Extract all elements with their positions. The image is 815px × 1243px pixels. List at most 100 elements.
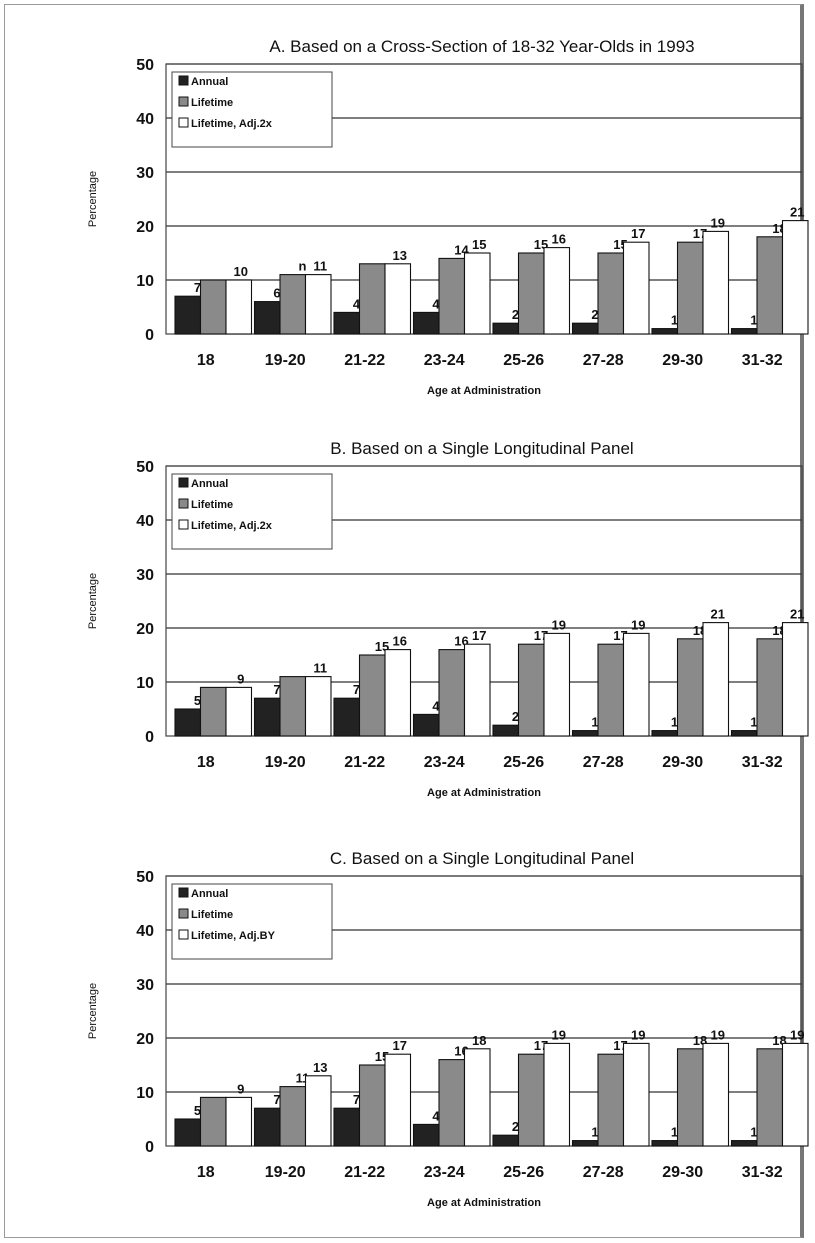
x-tick-label: 18 bbox=[197, 352, 215, 369]
chart-title: A. Based on a Cross-Section of 18-32 Yea… bbox=[269, 37, 694, 56]
x-tick-label: 29-30 bbox=[662, 352, 703, 369]
y-tick-label: 50 bbox=[136, 459, 154, 476]
bar-annual-27-28 bbox=[571, 730, 599, 737]
bar-annual-21-22 bbox=[333, 1107, 361, 1147]
bar-adjusted-18 bbox=[225, 686, 253, 737]
data-label-adjusted: 19 bbox=[711, 1027, 725, 1042]
bar-adjusted-19-20 bbox=[304, 676, 332, 737]
x-tick-label: 18 bbox=[197, 754, 215, 771]
y-tick-label: 30 bbox=[136, 165, 154, 182]
bar-adjusted-21-22 bbox=[384, 263, 412, 335]
bar-lifetime-31-32 bbox=[756, 1048, 784, 1147]
data-label-annual: 1 bbox=[750, 313, 757, 328]
data-label-annual: 7 bbox=[194, 280, 201, 295]
bar-adjusted-25-26 bbox=[543, 247, 571, 335]
bar-adjusted-25-26 bbox=[543, 1042, 571, 1147]
data-label-annual: 4 bbox=[432, 1108, 440, 1123]
data-label-adjusted: 19 bbox=[631, 1027, 645, 1042]
bar-lifetime-25-26 bbox=[517, 1053, 545, 1147]
x-tick-label: 29-30 bbox=[662, 1164, 703, 1181]
legend-swatch-lifetime bbox=[178, 498, 189, 509]
legend-label-lifetime: Lifetime bbox=[191, 97, 233, 109]
bar-annual-21-22 bbox=[333, 697, 361, 737]
legend-swatch-lifetime bbox=[178, 96, 189, 107]
bar-adjusted-27-28 bbox=[622, 632, 650, 737]
data-label-adjusted: 9 bbox=[237, 1081, 244, 1096]
data-label-adjusted: 16 bbox=[393, 634, 407, 649]
data-label-adjusted: 13 bbox=[393, 248, 407, 263]
data-label-annual: 7 bbox=[273, 682, 280, 697]
x-tick-label: 19-20 bbox=[265, 754, 306, 771]
chart-c: C. Based on a Single Longitudinal Panel 0… bbox=[87, 849, 809, 1209]
bar-adjusted-23-24 bbox=[463, 1048, 491, 1147]
y-axis-label: Percentage bbox=[87, 573, 99, 629]
y-tick-label: 20 bbox=[136, 1031, 154, 1048]
bar-adjusted-31-32 bbox=[781, 220, 809, 335]
bar-lifetime-21-22 bbox=[358, 263, 386, 335]
y-tick-label: 50 bbox=[136, 869, 154, 886]
data-label-annual: 6 bbox=[273, 286, 280, 301]
data-label-annual: 1 bbox=[671, 715, 678, 730]
bar-annual-31-32 bbox=[730, 1140, 758, 1147]
y-tick-label: 10 bbox=[136, 675, 154, 692]
legend: Annual Lifetime Lifetime, Adj.2x bbox=[171, 71, 333, 148]
bar-adjusted-31-32 bbox=[781, 622, 809, 737]
y-tick-label: 40 bbox=[136, 111, 154, 128]
legend: Annual Lifetime Lifetime, Adj.BY bbox=[171, 883, 333, 960]
y-tick-label: 50 bbox=[136, 57, 154, 74]
bar-lifetime-21-22 bbox=[358, 1064, 386, 1147]
data-label-adjusted: 19 bbox=[711, 215, 725, 230]
chart-b: B. Based on a Single Longitudinal Panel 0… bbox=[87, 439, 809, 799]
bar-lifetime-21-22 bbox=[358, 654, 386, 737]
data-label-adjusted: 21 bbox=[790, 607, 804, 622]
bar-annual-25-26 bbox=[492, 322, 520, 335]
bar-annual-25-26 bbox=[492, 1134, 520, 1147]
data-label-adjusted: 9 bbox=[237, 671, 244, 686]
data-label-annual: 1 bbox=[591, 715, 598, 730]
bar-lifetime-18 bbox=[199, 1096, 227, 1147]
data-label-annual: 1 bbox=[750, 715, 757, 730]
legend-label-adjusted: Lifetime, Adj.2x bbox=[191, 118, 273, 130]
bar-lifetime-23-24 bbox=[438, 649, 466, 737]
data-label-annual: 5 bbox=[194, 1103, 201, 1118]
bar-adjusted-19-20 bbox=[304, 1075, 332, 1147]
legend-label-annual: Annual bbox=[191, 888, 228, 900]
y-tick-label: 0 bbox=[145, 327, 154, 344]
x-axis-label: Age at Administration bbox=[427, 787, 541, 799]
bar-lifetime-23-24 bbox=[438, 1059, 466, 1147]
data-label-annual: 1 bbox=[750, 1125, 757, 1140]
data-label-adjusted: 19 bbox=[552, 617, 566, 632]
y-axis-label: Percentage bbox=[87, 171, 99, 227]
data-label-annual: 1 bbox=[671, 1125, 678, 1140]
legend-label-lifetime: Lifetime bbox=[191, 909, 233, 921]
bar-annual-18 bbox=[174, 1118, 202, 1147]
x-tick-label: 23-24 bbox=[424, 1164, 465, 1181]
legend-label-annual: Annual bbox=[191, 76, 228, 88]
data-label-adjusted: 15 bbox=[472, 237, 486, 252]
x-tick-label: 31-32 bbox=[742, 1164, 783, 1181]
bar-adjusted-31-32 bbox=[781, 1042, 809, 1147]
bar-annual-23-24 bbox=[412, 713, 440, 737]
legend: Annual Lifetime Lifetime, Adj.2x bbox=[171, 473, 333, 550]
bar-adjusted-21-22 bbox=[384, 649, 412, 737]
x-tick-label: 19-20 bbox=[265, 1164, 306, 1181]
x-tick-label: 19-20 bbox=[265, 352, 306, 369]
data-label-adjusted: 21 bbox=[790, 205, 804, 220]
legend-swatch-annual bbox=[178, 477, 189, 488]
data-label-annual: 1 bbox=[671, 313, 678, 328]
bar-lifetime-18 bbox=[199, 686, 227, 737]
y-tick-label: 10 bbox=[136, 273, 154, 290]
legend-box bbox=[171, 71, 333, 148]
bar-lifetime-31-32 bbox=[756, 638, 784, 737]
x-tick-label: 25-26 bbox=[503, 1164, 544, 1181]
y-tick-label: 20 bbox=[136, 219, 154, 236]
data-label-adjusted: 16 bbox=[552, 232, 566, 247]
bar-annual-18 bbox=[174, 295, 202, 335]
bar-annual-31-32 bbox=[730, 328, 758, 335]
x-axis-label: Age at Administration bbox=[427, 385, 541, 397]
bar-lifetime-27-28 bbox=[597, 1053, 625, 1147]
data-label-adjusted: 21 bbox=[711, 607, 725, 622]
x-tick-label: 21-22 bbox=[344, 754, 385, 771]
x-tick-label: 27-28 bbox=[583, 754, 624, 771]
bar-adjusted-19-20 bbox=[304, 274, 332, 335]
